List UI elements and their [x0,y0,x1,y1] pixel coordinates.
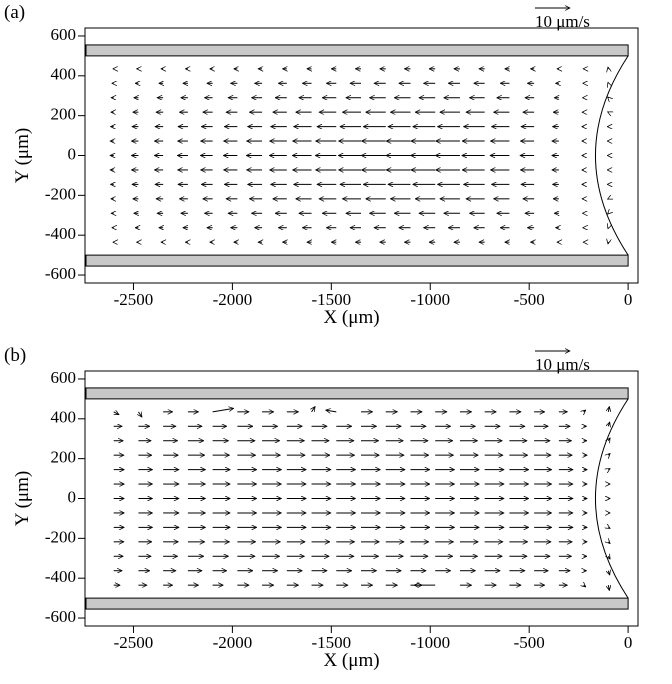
velocity-arrow [608,469,610,470]
velocity-arrow [608,422,609,426]
y-tick-label: -200 [45,184,76,203]
y-tick-label: 400 [51,408,77,427]
velocity-arrow [312,407,316,412]
y-tick-label: 200 [51,448,77,467]
velocity-arrow [608,407,609,412]
x-axis-label: X (μm) [323,650,379,671]
panel-label: (a) [4,2,25,23]
velocity-arrow [608,97,609,98]
x-tick-label: -2000 [213,290,253,309]
velocity-arrow [608,453,610,455]
wall [86,388,628,399]
velocity-arrow [608,438,610,441]
velocity-arrow [213,408,234,412]
velocity-arrow [608,571,609,575]
x-tick-label: -500 [514,633,545,652]
x-tick-label: -1000 [410,633,450,652]
y-tick-label: 600 [51,368,77,387]
x-tick-label: -2500 [114,633,154,652]
wall [86,598,628,609]
wall [86,255,628,266]
wall [86,45,628,56]
velocity-arrow [608,213,609,214]
x-tick-label: -1000 [410,290,450,309]
y-tick-label: 600 [51,25,77,44]
y-tick-label: 0 [68,144,77,163]
x-tick-label: -2500 [114,290,154,309]
key-label: 10 μm/s [535,12,590,31]
key-label: 10 μm/s [535,355,590,374]
velocity-arrow [608,542,610,544]
y-axis-label: Y (μm) [12,471,33,526]
y-tick-label: -400 [45,567,76,586]
y-tick-label: -600 [45,607,76,626]
y-tick-label: -400 [45,224,76,243]
y-tick-label: 0 [68,487,77,506]
y-tick-label: 400 [51,65,77,84]
y-axis-label: Y (μm) [12,128,33,183]
y-tick-label: 200 [51,105,77,124]
y-tick-label: -200 [45,527,76,546]
velocity-arrow [138,412,142,417]
x-tick-label: -2000 [213,633,253,652]
x-tick-label: -500 [514,290,545,309]
meniscus [595,56,628,255]
velocity-arrow [608,585,609,590]
x-tick-label: 0 [624,633,633,652]
velocity-arrow [326,410,337,412]
meniscus [595,399,628,598]
x-tick-label: 0 [624,290,633,309]
x-axis-label: X (μm) [323,307,379,328]
velocity-arrow [114,412,119,415]
panel-label: (b) [4,345,26,366]
velocity-arrow [584,410,586,412]
velocity-arrow [608,556,610,559]
velocity-arrow [608,527,610,528]
y-tick-label: -600 [45,264,76,283]
velocity-arrow [584,585,586,587]
